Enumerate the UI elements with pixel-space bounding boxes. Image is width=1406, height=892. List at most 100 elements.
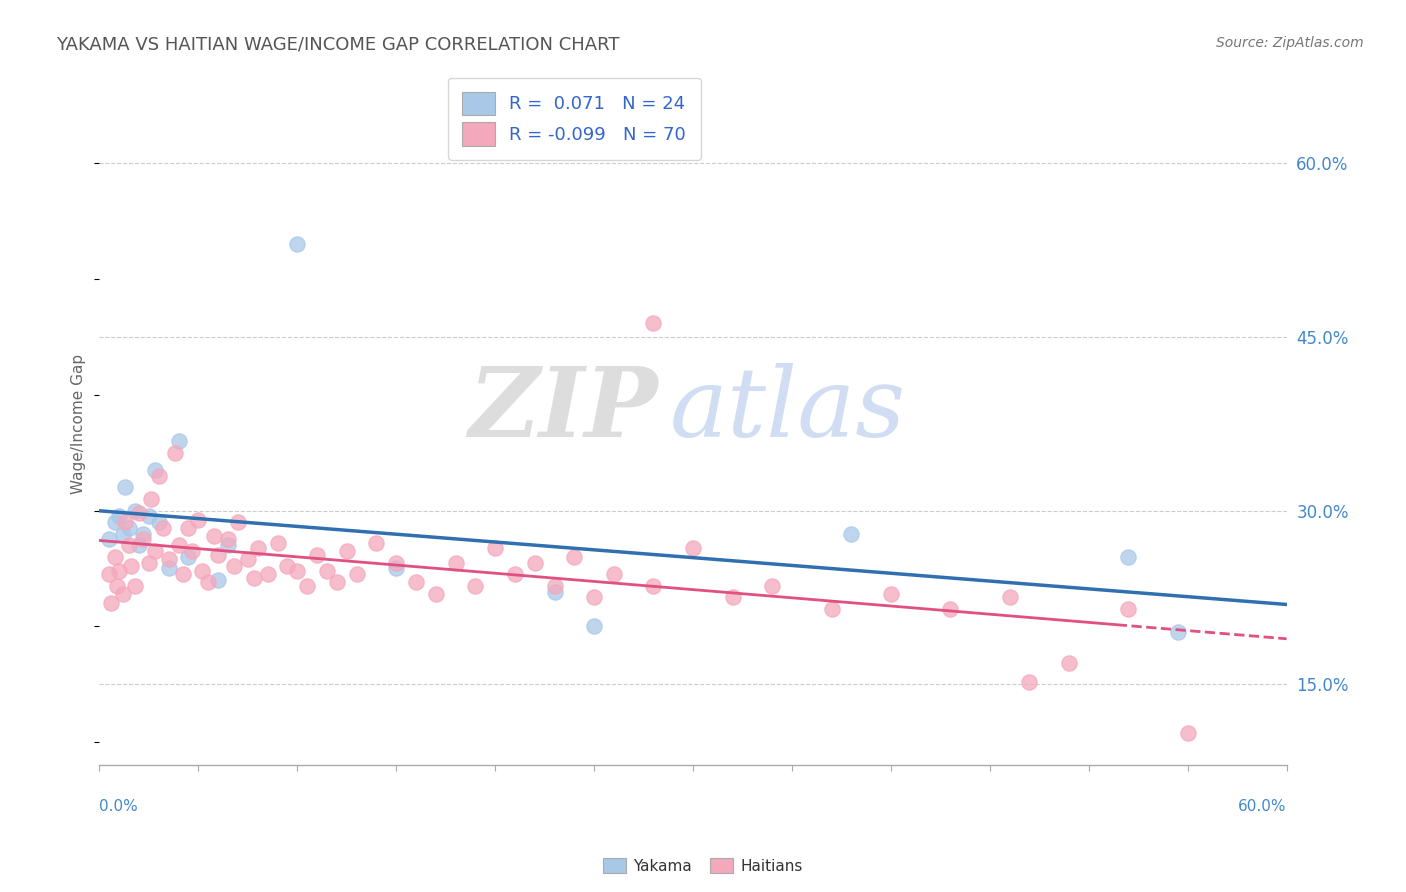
Point xyxy=(523,556,546,570)
Point xyxy=(207,548,229,562)
Point xyxy=(266,536,288,550)
Point xyxy=(444,556,467,570)
Legend: Yakama, Haitians: Yakama, Haitians xyxy=(596,852,810,880)
Point xyxy=(112,587,135,601)
Point xyxy=(295,579,318,593)
Point xyxy=(256,567,278,582)
Point xyxy=(104,549,127,564)
Point xyxy=(307,548,329,562)
Point xyxy=(167,538,190,552)
Point xyxy=(177,549,200,564)
Text: Source: ZipAtlas.com: Source: ZipAtlas.com xyxy=(1216,36,1364,50)
Text: ZIP: ZIP xyxy=(468,363,658,457)
Point xyxy=(197,575,219,590)
Point xyxy=(202,529,225,543)
Point xyxy=(336,544,359,558)
Point xyxy=(118,521,141,535)
Point xyxy=(236,552,259,566)
Point xyxy=(464,579,486,593)
Point xyxy=(105,579,128,593)
Point xyxy=(385,561,408,575)
Point xyxy=(157,561,180,575)
Point xyxy=(839,526,862,541)
Point xyxy=(316,564,339,578)
Point xyxy=(108,564,131,578)
Point xyxy=(543,579,565,593)
Point xyxy=(880,587,903,601)
Point xyxy=(114,515,136,529)
Point xyxy=(326,575,349,590)
Point xyxy=(100,596,122,610)
Point xyxy=(128,538,150,552)
Point xyxy=(191,564,214,578)
Point xyxy=(346,567,368,582)
Point xyxy=(405,575,427,590)
Point xyxy=(217,533,239,547)
Point xyxy=(187,513,209,527)
Point xyxy=(128,506,150,520)
Point xyxy=(1116,602,1139,616)
Point xyxy=(152,521,174,535)
Point xyxy=(484,541,506,555)
Point xyxy=(143,544,166,558)
Point xyxy=(138,556,160,570)
Point xyxy=(118,538,141,552)
Point xyxy=(143,463,166,477)
Point xyxy=(366,536,388,550)
Text: YAKAMA VS HAITIAN WAGE/INCOME GAP CORRELATION CHART: YAKAMA VS HAITIAN WAGE/INCOME GAP CORREL… xyxy=(56,36,620,54)
Point xyxy=(177,521,200,535)
Point xyxy=(820,602,842,616)
Point xyxy=(242,571,264,585)
Point xyxy=(285,237,308,252)
Point xyxy=(120,559,142,574)
Point xyxy=(543,584,565,599)
Point xyxy=(939,602,962,616)
Point xyxy=(112,526,135,541)
Point xyxy=(98,533,121,547)
Point xyxy=(226,515,249,529)
Point xyxy=(172,567,194,582)
Point xyxy=(1018,674,1040,689)
Point xyxy=(139,491,162,506)
Text: atlas: atlas xyxy=(669,363,905,457)
Point xyxy=(583,591,606,605)
Point xyxy=(148,515,170,529)
Text: 60.0%: 60.0% xyxy=(1239,799,1286,814)
Point xyxy=(148,468,170,483)
Point xyxy=(207,573,229,587)
Point xyxy=(1116,549,1139,564)
Point xyxy=(285,564,308,578)
Point xyxy=(124,503,146,517)
Point xyxy=(583,619,606,633)
Point xyxy=(114,480,136,494)
Point xyxy=(682,541,704,555)
Point xyxy=(643,316,665,330)
Point xyxy=(603,567,626,582)
Point xyxy=(108,509,131,524)
Point xyxy=(998,591,1021,605)
Text: 0.0%: 0.0% xyxy=(100,799,138,814)
Point xyxy=(761,579,783,593)
Y-axis label: Wage/Income Gap: Wage/Income Gap xyxy=(72,353,86,494)
Point xyxy=(385,556,408,570)
Point xyxy=(217,538,239,552)
Point xyxy=(181,544,204,558)
Point xyxy=(503,567,526,582)
Point xyxy=(104,515,127,529)
Point xyxy=(1057,657,1080,671)
Legend: R =  0.071   N = 24, R = -0.099   N = 70: R = 0.071 N = 24, R = -0.099 N = 70 xyxy=(449,78,700,160)
Point xyxy=(163,445,186,459)
Point xyxy=(132,533,155,547)
Point xyxy=(157,552,180,566)
Point xyxy=(222,559,245,574)
Point xyxy=(1167,625,1189,640)
Point xyxy=(246,541,269,555)
Point xyxy=(1177,726,1199,740)
Point xyxy=(98,567,121,582)
Point xyxy=(132,526,155,541)
Point xyxy=(643,579,665,593)
Point xyxy=(124,579,146,593)
Point xyxy=(276,559,298,574)
Point xyxy=(138,509,160,524)
Point xyxy=(562,549,585,564)
